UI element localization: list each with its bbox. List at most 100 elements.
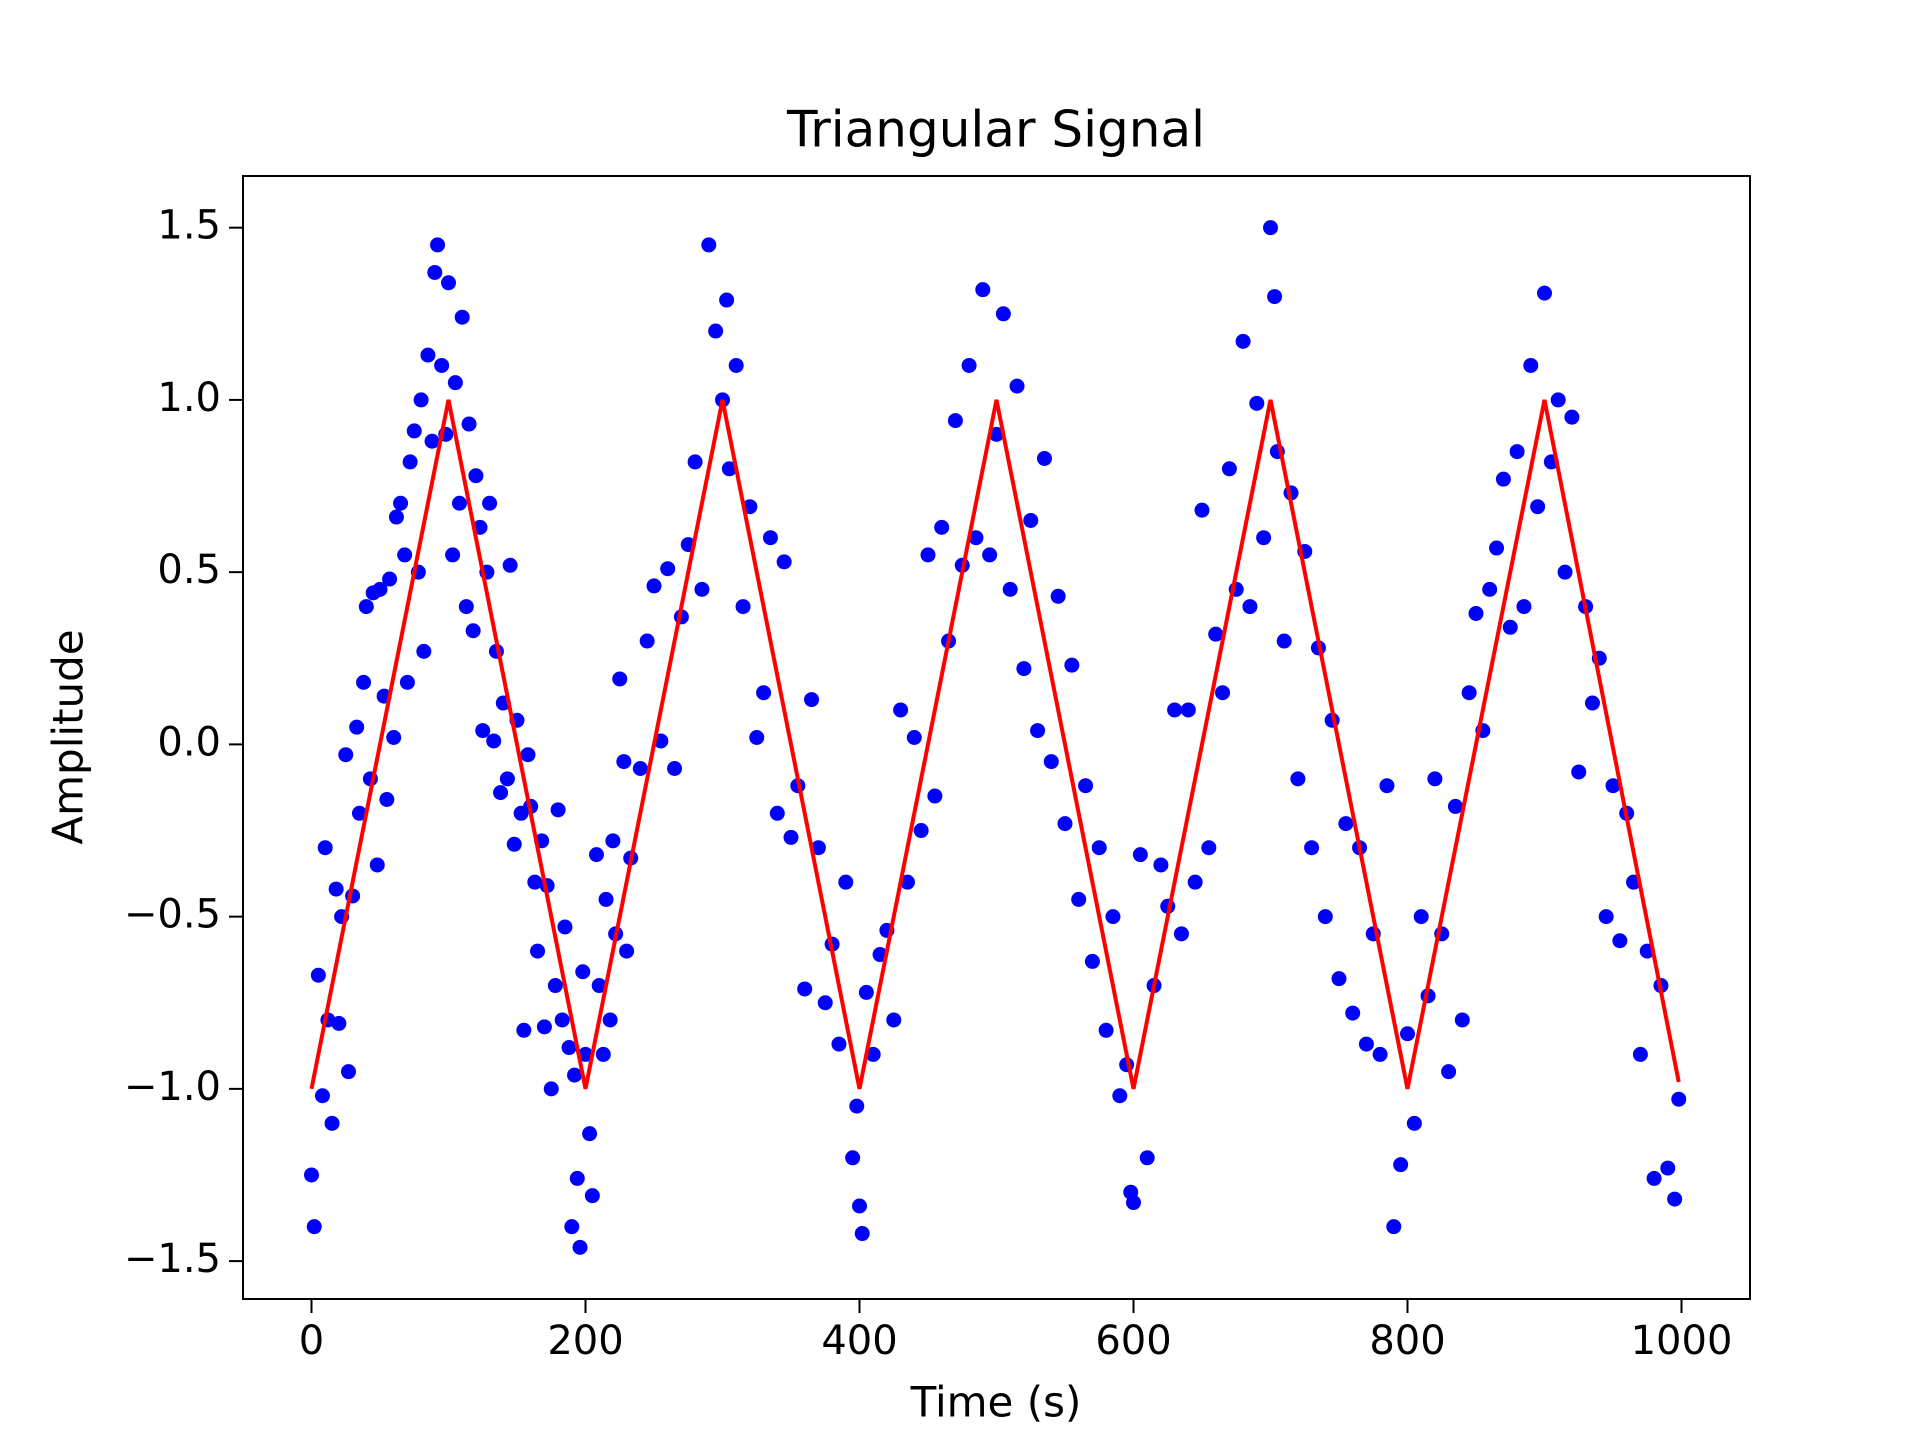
data-point [769, 805, 785, 821]
data-point [1584, 695, 1600, 711]
data-point [451, 495, 467, 511]
data-point [762, 530, 778, 546]
data-point [1057, 816, 1073, 832]
data-point [441, 275, 456, 291]
data-point [561, 1040, 577, 1056]
data-point [582, 1126, 598, 1142]
data-point [1345, 1005, 1361, 1021]
data-point [527, 874, 543, 890]
data-point [447, 375, 463, 391]
data-point [646, 578, 662, 594]
data-point [1105, 909, 1121, 925]
data-point [1482, 581, 1498, 597]
data-point [516, 1022, 532, 1038]
data-point [1242, 599, 1258, 615]
data-point [372, 581, 388, 597]
data-point [1400, 1026, 1415, 1042]
data-point [934, 519, 950, 535]
data-point [1331, 971, 1347, 987]
data-point [543, 1081, 559, 1097]
data-point [382, 571, 398, 587]
data-point [465, 623, 481, 639]
data-point [554, 1012, 570, 1028]
data-point [1537, 285, 1552, 301]
data-point [776, 554, 792, 570]
x-tick-label: 0 [299, 1318, 324, 1364]
data-point [1132, 847, 1148, 863]
data-point [612, 671, 628, 687]
data-point [667, 761, 683, 777]
data-point [1660, 1160, 1676, 1176]
data-point [324, 1115, 340, 1131]
data-point [1646, 1170, 1662, 1186]
data-point [708, 323, 724, 339]
data-point [893, 702, 909, 718]
data-point [1126, 1195, 1141, 1211]
data-point [1358, 1036, 1374, 1052]
data-point [810, 840, 826, 856]
axes-frame [242, 175, 1751, 1300]
data-point [569, 1170, 585, 1186]
data-point [1249, 395, 1265, 411]
data-point [536, 1019, 552, 1035]
data-point [852, 1198, 867, 1214]
data-point [399, 674, 415, 690]
data-point [379, 792, 395, 808]
data-point [486, 733, 502, 749]
y-tick-label: −0.5 [124, 892, 221, 938]
y-tick-label: 0.5 [157, 547, 221, 593]
data-point [356, 674, 372, 690]
data-point [849, 1098, 865, 1114]
data-point [349, 719, 365, 735]
data-point [386, 730, 402, 745]
data-point [886, 1012, 902, 1028]
data-point [588, 847, 604, 863]
data-point [1084, 953, 1100, 969]
data-point [913, 823, 929, 839]
data-point [838, 874, 854, 890]
data-point [989, 426, 1004, 442]
data-point [1091, 840, 1107, 856]
data-point [1495, 471, 1511, 487]
data-point [306, 1219, 322, 1235]
data-point [393, 495, 409, 511]
data-point [1002, 581, 1018, 597]
data-point [632, 761, 648, 777]
data-point [845, 1150, 861, 1166]
data-point [1078, 778, 1094, 794]
data-point [854, 1226, 870, 1242]
data-point [858, 984, 874, 1000]
signal-line [309, 399, 1681, 1090]
data-point [947, 413, 963, 429]
data-point [572, 1239, 588, 1255]
data-point [1221, 461, 1237, 477]
data-point [975, 282, 991, 298]
data-point [1215, 685, 1231, 701]
data-point [1112, 1088, 1128, 1104]
data-point [1043, 754, 1059, 770]
data-point [1598, 909, 1614, 925]
data-point [920, 547, 936, 563]
data-point [310, 967, 326, 983]
data-point [493, 785, 509, 801]
data-point [1557, 564, 1573, 580]
data-point [1461, 685, 1477, 701]
data-point [427, 264, 443, 280]
data-point [1612, 933, 1628, 949]
x-tick-label: 600 [1095, 1318, 1171, 1364]
x-axis-label: Time (s) [910, 1378, 1082, 1427]
data-point [1036, 450, 1052, 466]
data-point [1571, 764, 1587, 780]
data-point [865, 1046, 881, 1062]
data-point [831, 1036, 847, 1052]
data-point [1187, 874, 1203, 890]
data-point [899, 874, 915, 890]
data-point [797, 981, 813, 997]
data-point [530, 943, 546, 959]
data-point [1632, 1046, 1648, 1062]
data-point [1447, 798, 1463, 814]
data-point [1173, 926, 1189, 942]
data-point [1153, 857, 1169, 873]
data-point [1167, 702, 1183, 718]
